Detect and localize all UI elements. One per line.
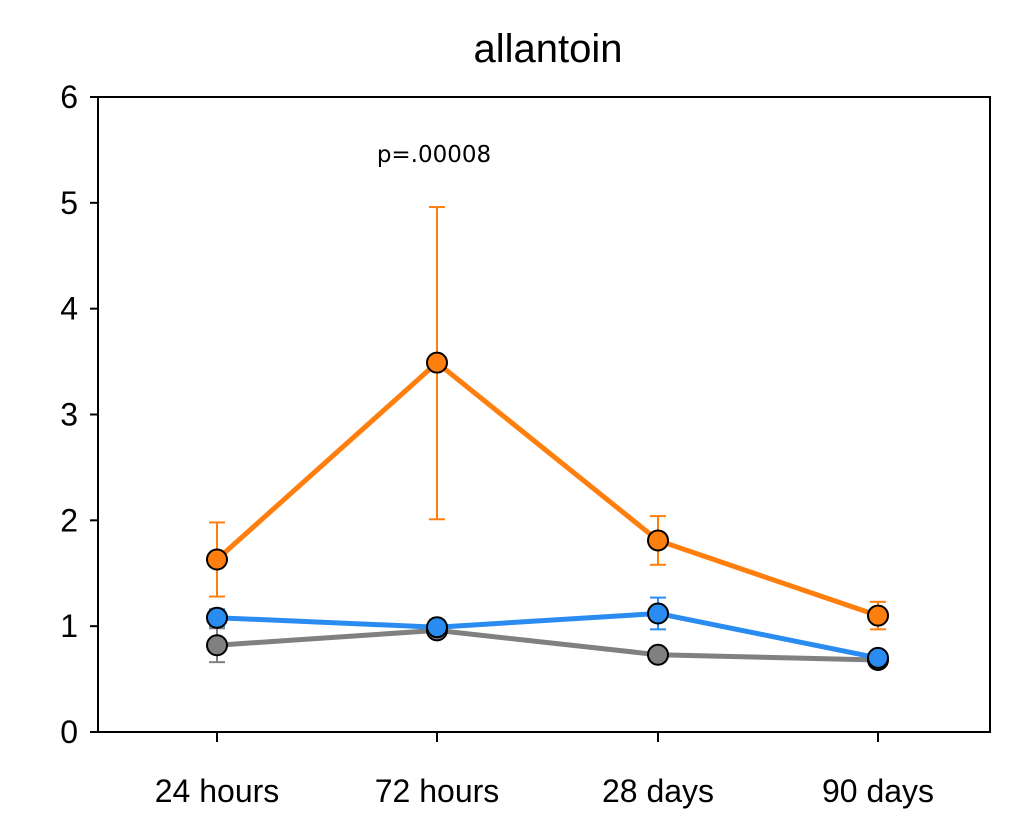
chart-title: allantoin [473, 27, 622, 71]
series-line [216, 627, 879, 663]
data-point [206, 634, 228, 657]
y-tick-label: 4 [60, 291, 78, 327]
series-line [216, 610, 879, 661]
x-tick-label: 72 hours [375, 773, 500, 809]
data-point [206, 606, 228, 629]
y-tick-label: 3 [60, 397, 78, 433]
data-point [426, 351, 448, 374]
data-point [647, 529, 669, 552]
x-tick-label: 24 hours [155, 773, 280, 809]
p-value-annotation: p=.00008 [377, 142, 491, 168]
data-point [867, 604, 889, 627]
data-point [867, 646, 889, 669]
y-tick-label: 0 [60, 714, 78, 750]
y-tick-label: 1 [60, 608, 78, 644]
data-point [647, 643, 669, 666]
plot-frame [97, 96, 991, 733]
x-tick-label: 28 days [602, 773, 714, 809]
y-tick-label: 6 [60, 79, 78, 115]
series-line [215, 360, 879, 618]
y-tick-label: 5 [60, 185, 78, 221]
data-point [426, 616, 448, 639]
data-point [647, 602, 669, 625]
y-tick-label: 2 [60, 502, 78, 538]
x-tick-label: 90 days [822, 773, 934, 809]
data-point [206, 548, 228, 571]
